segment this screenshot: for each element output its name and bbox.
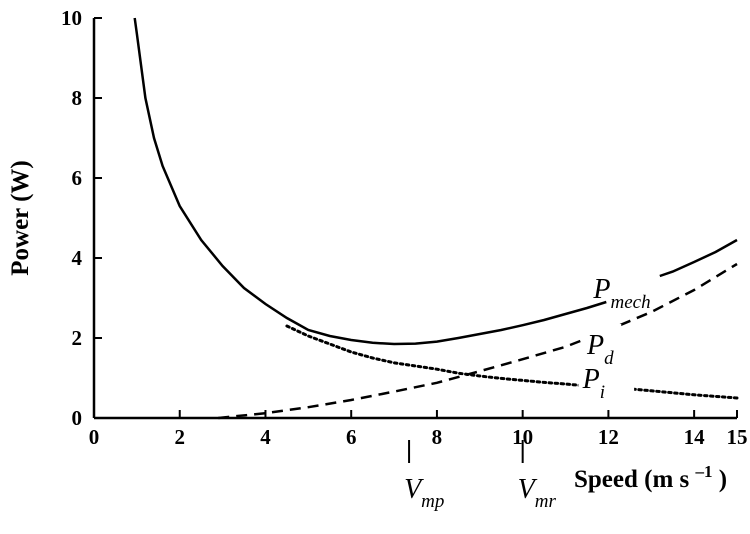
series-label-i-main: P: [582, 364, 600, 395]
marker-label-mp-main: V: [404, 474, 424, 505]
series-label-i: Pi: [582, 364, 605, 403]
y-tick-label-0: 0: [72, 406, 83, 430]
x-axis-title-main: Speed (m s: [574, 466, 690, 493]
x-tick-label-10: 10: [512, 425, 533, 449]
x-tick-label-2: 2: [174, 425, 185, 449]
x-axis-title-sup: –1: [695, 462, 713, 481]
series-lines: [133, 17, 739, 420]
axes: [92, 18, 737, 420]
marker-label-mp: Vmp: [404, 474, 444, 512]
series-line-mech-2: [659, 238, 738, 278]
x-axis-title-close: ): [719, 466, 727, 493]
x-tick-label-12: 12: [598, 425, 619, 449]
marker-label-mr-sub: mr: [535, 491, 557, 512]
x-tick-label-8: 8: [432, 425, 443, 449]
y-tick-label-4: 4: [72, 246, 83, 270]
y-tick-label-2: 2: [72, 326, 83, 350]
series-line-mech-1: [133, 17, 607, 346]
y-tick-label-8: 8: [72, 86, 83, 110]
y-tick-label-10: 10: [61, 6, 82, 30]
ticks: 0 2 4 6 8 10 12 14 15 0 2 4 6 8 10: [61, 6, 748, 449]
series-line-i: [285, 324, 739, 400]
y-tick-label-6: 6: [72, 166, 83, 190]
x-tick-label-4: 4: [260, 425, 271, 449]
y-axis-title: Power (W): [7, 160, 34, 275]
x-tick-label-0: 0: [89, 425, 100, 449]
series-label-d-sub: d: [604, 348, 614, 369]
speed-markers: Vmp Vmr: [404, 440, 556, 512]
x-tick-label-14: 14: [684, 425, 706, 449]
series-label-mech-sub: mech: [611, 292, 651, 313]
series-line-d: [218, 262, 738, 420]
marker-label-mp-sub: mp: [421, 491, 444, 512]
series-label-mech-main: P: [592, 274, 610, 305]
marker-label-mr: Vmr: [518, 474, 557, 512]
series-gap-i: [578, 358, 635, 404]
series-label-mech: Pmech: [592, 274, 650, 313]
x-tick-label-15: 15: [727, 425, 748, 449]
x-axis-title: Speed (m s –1 ): [574, 456, 727, 493]
marker-label-mr-main: V: [518, 474, 538, 505]
series-label-i-sub: i: [600, 382, 605, 403]
series-label-d-main: P: [586, 330, 604, 361]
x-tick-label-6: 6: [346, 425, 357, 449]
series-label-d: Pd: [586, 330, 614, 369]
